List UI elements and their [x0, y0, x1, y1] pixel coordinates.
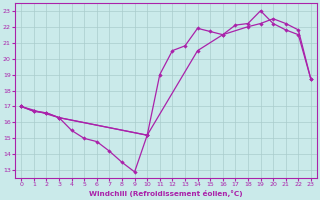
X-axis label: Windchill (Refroidissement éolien,°C): Windchill (Refroidissement éolien,°C) [89, 190, 243, 197]
